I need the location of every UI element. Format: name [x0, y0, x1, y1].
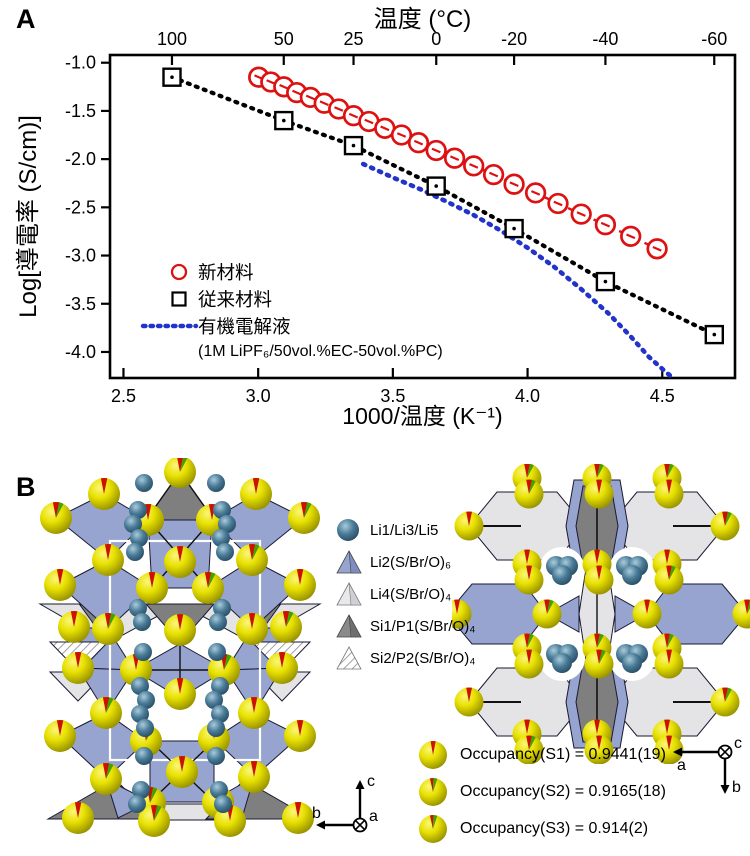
legend-item-li4: Li4(S/Br/O)₄	[334, 578, 484, 610]
svg-text:-1.0: -1.0	[65, 53, 96, 73]
occupancy-item-s3: Occupancy(S3) = 0.914(2)	[416, 810, 746, 847]
occupancy-label: Occupancy(S3) = 0.914(2)	[460, 819, 649, 837]
svg-text:c: c	[734, 735, 742, 752]
structure-legend: Li1/Li3/Li5 Li2(S/Br/O)₆ Li4(S/Br/O)₄	[334, 514, 484, 674]
svg-text:-2.5: -2.5	[65, 197, 96, 217]
series-organic-electrolyte	[360, 161, 676, 381]
blue-polyhedron-icon	[336, 550, 362, 574]
svg-text:-3.5: -3.5	[65, 294, 96, 314]
svg-text:-4.0: -4.0	[65, 342, 96, 362]
svg-text:b: b	[312, 805, 321, 822]
svg-text:-40: -40	[592, 29, 618, 49]
panel-a: A 2.5 3.0 3.5 4.0 4.5 1000/温度 (K⁻¹) 100 50 25 0 -2…	[15, 4, 737, 429]
svg-text:4.5: 4.5	[650, 386, 675, 406]
axis-triad-right-icon: a b c	[673, 735, 742, 796]
axis-triad-left-icon: c b a	[312, 773, 378, 833]
legend-label: Li2(S/Br/O)₆	[370, 553, 452, 571]
occupancy-item-s1: Occupancy(S1) = 0.9441(19)	[416, 736, 746, 773]
svg-text:c: c	[367, 773, 375, 790]
legend-label: Si1/P1(S/Br/O)₄	[370, 617, 476, 635]
occupancy-pie-s2-icon	[419, 777, 447, 806]
svg-text:0: 0	[431, 29, 441, 49]
lightgray-polyhedron-icon	[336, 582, 362, 606]
svg-text:Log[導電率 (S/cm)]: Log[導電率 (S/cm)]	[15, 115, 42, 318]
svg-text:2.5: 2.5	[111, 386, 136, 406]
legend-item-si2: Si2/P2(S/Br/O)₄	[334, 642, 484, 674]
plot-frame	[108, 53, 737, 380]
svg-text:-2.0: -2.0	[65, 149, 96, 169]
svg-text:1000/温度 (K⁻¹): 1000/温度 (K⁻¹)	[342, 403, 502, 429]
panel-b-label: B	[16, 472, 36, 502]
legend-label: Li1/Li3/Li5	[370, 521, 439, 539]
occupancy-label: Occupancy(S2) = 0.9165(18)	[460, 782, 666, 800]
series-conventional-material	[162, 67, 724, 345]
svg-text:3.0: 3.0	[246, 386, 271, 406]
svg-text:3.5: 3.5	[380, 386, 405, 406]
svg-text:-1.5: -1.5	[65, 101, 96, 121]
crystal-structure-c-axis-view	[452, 464, 750, 764]
y-axis: -1.0 -1.5 -2.0 -2.5 -3.0 -3.5 -4.0 Log[導電率 (S/c…	[15, 53, 111, 362]
svg-text:-60: -60	[701, 29, 727, 49]
top-axis: 100 50 25 0 -20 -40 -60 温度 (°C)	[157, 6, 727, 65]
x-axis: 2.5 3.0 3.5 4.0 4.5 1000/温度 (K⁻¹)	[111, 368, 675, 429]
svg-text:a: a	[677, 757, 686, 774]
svg-text:新材料: 新材料	[198, 262, 254, 283]
svg-text:a: a	[369, 808, 378, 825]
svg-text:50: 50	[274, 29, 294, 49]
legend-item-si1: Si1/P1(S/Br/O)₄	[334, 610, 484, 642]
panel-a-label: A	[16, 4, 36, 34]
occupancy-pie-s1-icon	[419, 740, 447, 769]
legend-item-li2: Li2(S/Br/O)₆	[334, 546, 484, 578]
svg-text:温度 (°C): 温度 (°C)	[374, 6, 472, 33]
legend-label: Si2/P2(S/Br/O)₄	[370, 649, 476, 667]
svg-text:従来材料: 従来材料	[198, 289, 272, 310]
hatched-polyhedron-icon	[336, 646, 362, 670]
occupancy-pie-s3-icon	[419, 814, 447, 843]
darkgray-polyhedron-icon	[336, 614, 362, 638]
occupancy-legend: Occupancy(S1) = 0.9441(19) Occupancy(S2)…	[416, 736, 746, 847]
svg-text:-3.0: -3.0	[65, 246, 96, 266]
svg-text:25: 25	[344, 29, 364, 49]
svg-text:有機電解液: 有機電解液	[198, 316, 291, 337]
conductivity-arrhenius-chart: 2.5 3.0 3.5 4.0 4.5 1000/温度 (K⁻¹) 100 50 25 0 -20 -…	[15, 6, 737, 429]
panel-b: B Li1/Li3/Li5 Li2(S/Br/O)₆	[0, 430, 750, 856]
svg-text:(1M LiPF₆/50vol.%EC-50vol.%PC): (1M LiPF₆/50vol.%EC-50vol.%PC)	[198, 343, 443, 360]
crystal-structure-a-axis-view	[38, 458, 322, 837]
svg-text:4.0: 4.0	[515, 386, 540, 406]
occupancy-item-s2: Occupancy(S2) = 0.9165(18)	[416, 773, 746, 810]
occupancy-label: Occupancy(S1) = 0.9441(19)	[460, 745, 666, 763]
series-new-material	[248, 66, 668, 260]
legend-label: Li4(S/Br/O)₄	[370, 585, 452, 603]
svg-text:b: b	[732, 779, 741, 796]
svg-text:100: 100	[157, 29, 187, 49]
teal-sphere-icon	[337, 519, 359, 541]
legend-item-li1: Li1/Li3/Li5	[334, 514, 484, 546]
svg-text:-20: -20	[501, 29, 527, 49]
